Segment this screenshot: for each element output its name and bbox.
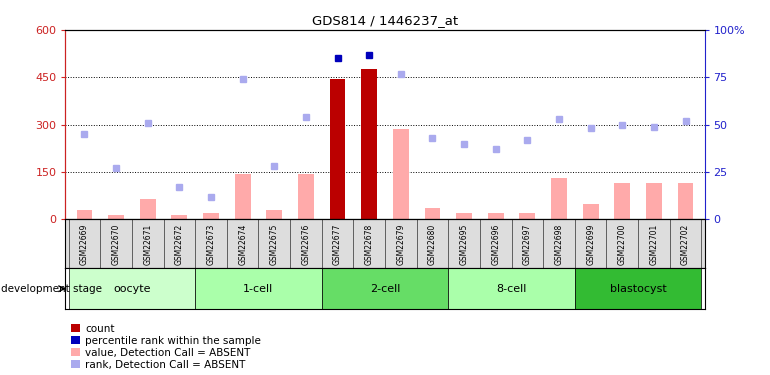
Text: GSM22674: GSM22674 (238, 223, 247, 265)
Text: 2-cell: 2-cell (370, 284, 400, 294)
Bar (678, 183, 694, 219)
Text: GSM22675: GSM22675 (270, 223, 279, 265)
Text: GSM22702: GSM22702 (681, 223, 690, 264)
Text: GSM22670: GSM22670 (112, 223, 121, 265)
Text: GSM22671: GSM22671 (143, 223, 152, 264)
Bar (488, 213, 504, 219)
Bar (448, 268, 575, 309)
Bar (614, 183, 630, 219)
Text: GSM22698: GSM22698 (554, 223, 564, 264)
Bar (235, 174, 250, 219)
Text: GSM22680: GSM22680 (428, 223, 437, 264)
Bar (330, 79, 346, 219)
Bar (172, 214, 187, 219)
Bar (140, 199, 156, 219)
Text: GSM22700: GSM22700 (618, 223, 627, 265)
Text: GSM22673: GSM22673 (206, 223, 216, 265)
Bar (266, 210, 282, 219)
Bar (393, 129, 409, 219)
Bar (583, 204, 598, 219)
Text: GSM22697: GSM22697 (523, 223, 532, 265)
Bar (551, 178, 567, 219)
Text: GSM22669: GSM22669 (80, 223, 89, 265)
Bar (108, 214, 124, 219)
Text: oocyte: oocyte (113, 284, 151, 294)
Bar (322, 268, 448, 309)
Bar (456, 213, 472, 219)
Bar (575, 268, 701, 309)
Bar (424, 209, 440, 219)
Text: blastocyst: blastocyst (610, 284, 667, 294)
Text: GSM22695: GSM22695 (460, 223, 469, 265)
Text: GSM22677: GSM22677 (333, 223, 342, 265)
Legend: count, percentile rank within the sample, value, Detection Call = ABSENT, rank, : count, percentile rank within the sample… (71, 324, 261, 370)
Text: GSM22678: GSM22678 (365, 223, 373, 264)
Bar (361, 69, 377, 219)
Text: 1-cell: 1-cell (243, 284, 273, 294)
Bar (195, 268, 322, 309)
Bar (298, 174, 314, 219)
Text: GSM22676: GSM22676 (301, 223, 310, 265)
Bar (69, 268, 195, 309)
Text: GSM22696: GSM22696 (491, 223, 500, 265)
Text: GSM22672: GSM22672 (175, 223, 184, 264)
Text: GSM22701: GSM22701 (649, 223, 658, 264)
Bar (76, 210, 92, 219)
Text: GSM22679: GSM22679 (397, 223, 405, 265)
Bar (646, 183, 662, 219)
Text: GSM22699: GSM22699 (586, 223, 595, 265)
Title: GDS814 / 1446237_at: GDS814 / 1446237_at (312, 15, 458, 27)
Text: 8-cell: 8-cell (497, 284, 527, 294)
Bar (520, 213, 535, 219)
Text: development stage: development stage (1, 284, 102, 294)
Bar (203, 213, 219, 219)
